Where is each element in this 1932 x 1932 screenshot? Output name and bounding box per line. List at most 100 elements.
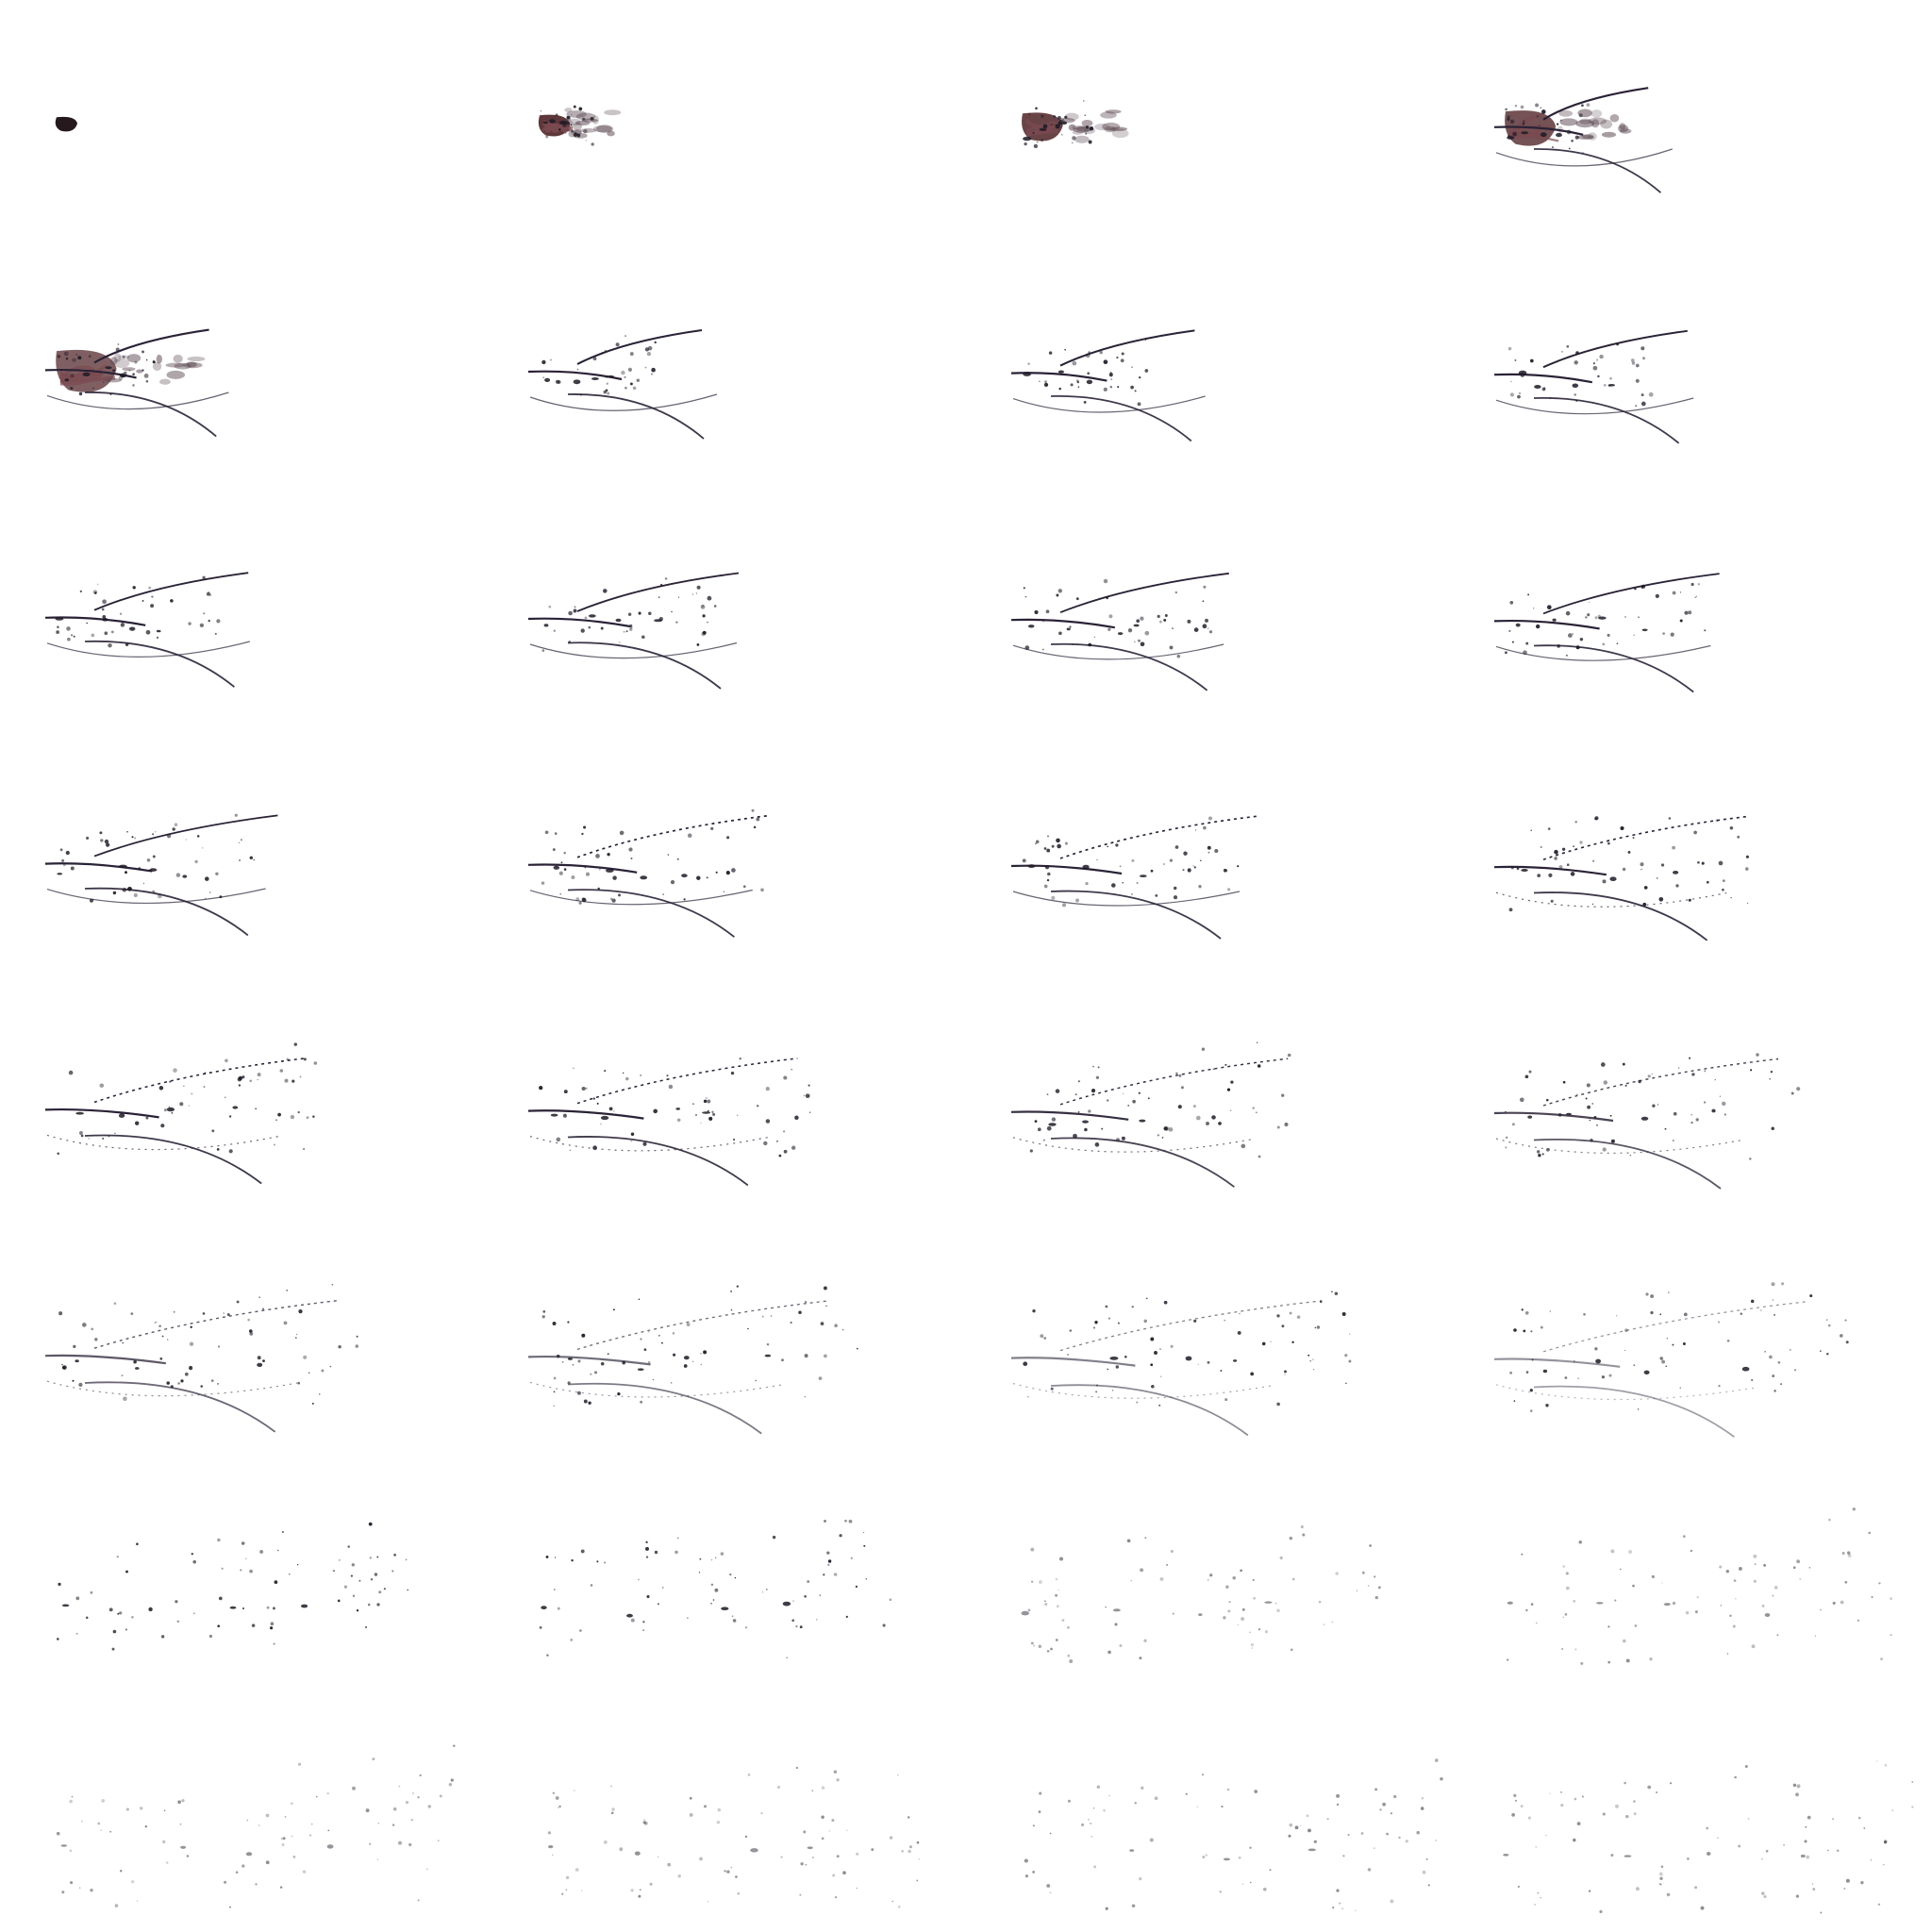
splash-drawing bbox=[44, 572, 250, 688]
splash-drawing bbox=[1010, 329, 1206, 442]
splash-body bbox=[55, 116, 77, 132]
splash-frame bbox=[966, 1449, 1449, 1690]
splash-droplets bbox=[1023, 339, 1149, 407]
splash-drawing bbox=[1493, 1053, 1801, 1190]
splash-droplets bbox=[1029, 1041, 1291, 1158]
splash-frame bbox=[0, 724, 483, 966]
splash-frame bbox=[1449, 0, 1932, 242]
splash-drawing bbox=[1021, 1525, 1381, 1663]
splash-frame bbox=[1449, 1449, 1932, 1690]
splash-body bbox=[538, 108, 622, 139]
splash-drawing bbox=[56, 1744, 456, 1908]
splash-droplets bbox=[55, 575, 221, 648]
splash-streaks bbox=[1493, 573, 1720, 693]
splash-frame bbox=[966, 966, 1449, 1208]
splash-streaks bbox=[1493, 1058, 1779, 1190]
splash-drawing bbox=[1010, 1291, 1352, 1437]
splash-frame bbox=[0, 1449, 483, 1690]
splash-droplets bbox=[540, 105, 594, 146]
splash-droplets bbox=[1023, 100, 1094, 149]
splash-frame bbox=[483, 1208, 966, 1449]
splash-droplets bbox=[1504, 582, 1707, 657]
splash-drawing bbox=[527, 1285, 858, 1435]
splash-frame bbox=[483, 1690, 966, 1932]
splash-droplets bbox=[58, 1283, 359, 1405]
splash-frame bbox=[1449, 966, 1932, 1208]
splash-streaks bbox=[44, 1057, 308, 1185]
splash-frame bbox=[1449, 1208, 1932, 1449]
splash-frame bbox=[966, 0, 1449, 242]
splash-streaks bbox=[527, 814, 769, 938]
splash-streaks bbox=[1010, 815, 1259, 940]
splash-streaks bbox=[44, 814, 278, 937]
splash-drawing bbox=[44, 813, 278, 937]
splash-drawing bbox=[1503, 1760, 1914, 1914]
splash-drawing bbox=[44, 1283, 359, 1433]
splash-frame bbox=[0, 1690, 483, 1932]
splash-drawing bbox=[1024, 1758, 1443, 1911]
splash-droplets bbox=[1508, 816, 1749, 912]
splash-streaks bbox=[527, 1058, 798, 1187]
splash-streaks bbox=[1010, 1300, 1318, 1437]
splash-droplets bbox=[1507, 342, 1654, 407]
splash-streaks bbox=[1493, 1301, 1808, 1438]
splash-drawing bbox=[44, 1042, 318, 1185]
splash-drawing bbox=[1010, 815, 1259, 940]
splash-frame bbox=[483, 0, 966, 242]
splash-droplets bbox=[541, 335, 657, 396]
splash-droplets bbox=[539, 1058, 811, 1158]
splash-streaks bbox=[527, 572, 740, 690]
splash-droplets bbox=[541, 577, 717, 652]
splash-droplets bbox=[1507, 1507, 1892, 1665]
splash-drawing bbox=[55, 116, 77, 132]
splash-drawing bbox=[1493, 87, 1673, 193]
splash-frame bbox=[483, 1449, 966, 1690]
splash-droplets bbox=[1023, 1291, 1352, 1407]
splash-drawing bbox=[1493, 329, 1694, 444]
splash-drawing bbox=[1010, 572, 1229, 691]
splash-frame bbox=[483, 242, 966, 483]
splash-droplets bbox=[56, 1744, 456, 1908]
splash-streaks bbox=[44, 572, 250, 688]
splash-frame bbox=[966, 1690, 1449, 1932]
splash-frame bbox=[966, 724, 1449, 966]
splash-droplets bbox=[541, 808, 764, 905]
splash-streaks bbox=[44, 1300, 337, 1433]
splash-drawing bbox=[1493, 1282, 1849, 1438]
splash-droplets bbox=[57, 1042, 318, 1156]
splash-drawing bbox=[1010, 1041, 1291, 1188]
splash-streaks bbox=[1493, 329, 1694, 444]
splash-drawing bbox=[538, 105, 622, 146]
splash-drawing bbox=[527, 328, 718, 440]
splash-drawing bbox=[56, 1522, 408, 1651]
splash-drawing bbox=[539, 1519, 892, 1658]
splash-droplets bbox=[56, 1522, 408, 1651]
splash-droplets bbox=[541, 1285, 858, 1407]
splash-drawing bbox=[1507, 1507, 1892, 1665]
splash-streaks bbox=[44, 328, 229, 438]
splash-droplets bbox=[57, 813, 256, 903]
splash-droplets bbox=[539, 1519, 892, 1658]
splash-streaks bbox=[527, 328, 718, 440]
splash-streaks bbox=[1493, 87, 1673, 193]
splash-droplets bbox=[1509, 1282, 1849, 1412]
splash-droplets bbox=[1503, 1760, 1914, 1914]
splash-frame bbox=[483, 483, 966, 724]
splash-frame bbox=[966, 1208, 1449, 1449]
splash-streaks bbox=[1010, 1058, 1289, 1188]
splash-drawing bbox=[527, 808, 769, 938]
splash-frame bbox=[966, 483, 1449, 724]
splash-drawing bbox=[527, 1058, 811, 1187]
splash-droplets bbox=[1024, 1758, 1443, 1911]
splash-droplets bbox=[57, 343, 156, 396]
splash-frame bbox=[1449, 1690, 1932, 1932]
splash-frame bbox=[483, 966, 966, 1208]
splash-drawing bbox=[547, 1766, 921, 1908]
splash-drawing bbox=[1493, 573, 1720, 693]
splash-drawing bbox=[1493, 815, 1749, 941]
splash-frame bbox=[1449, 483, 1932, 724]
splash-droplets bbox=[1021, 1525, 1381, 1663]
splash-drawing bbox=[527, 572, 740, 690]
splash-drawing bbox=[44, 328, 229, 438]
